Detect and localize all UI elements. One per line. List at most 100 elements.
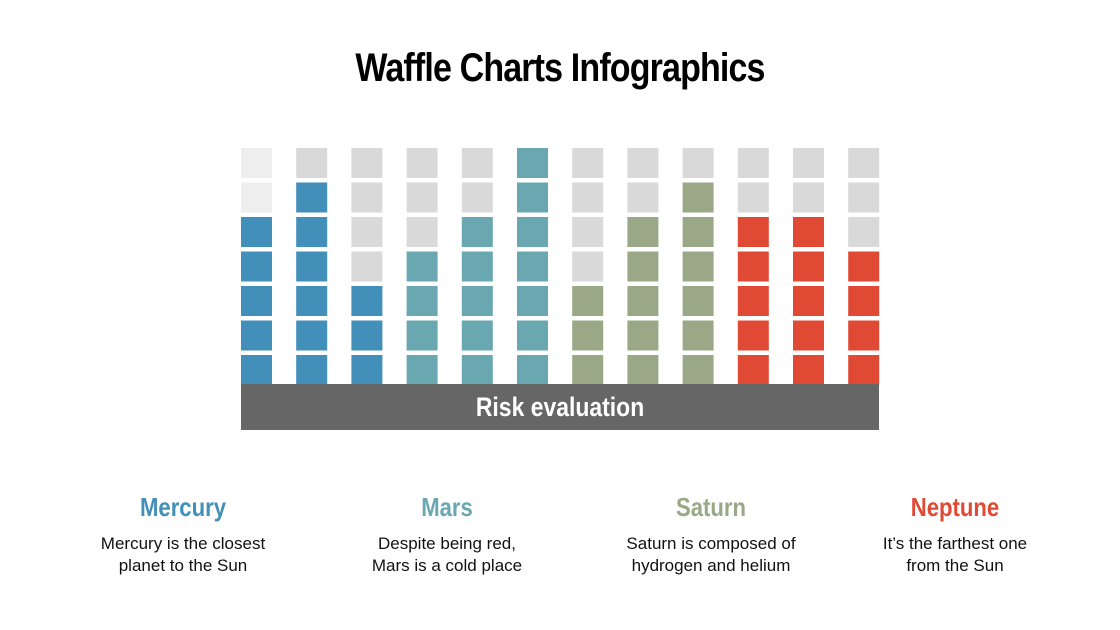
legend-text: Despite being red, Mars is a cold place <box>371 534 523 575</box>
waffle-cell-filled <box>296 251 328 282</box>
waffle-cell-empty <box>737 182 769 213</box>
waffle-cell-filled <box>682 320 714 351</box>
waffle-cell-empty <box>461 182 493 213</box>
waffle-cell-filled <box>296 182 328 213</box>
legend-title: Mercury <box>140 492 226 522</box>
waffle-cell-filled <box>737 320 769 351</box>
waffle-cell-filled <box>517 148 548 178</box>
waffle-cell-filled <box>517 182 548 213</box>
waffle-cell-filled <box>737 355 769 385</box>
waffle-cell-filled <box>296 320 328 351</box>
waffle-cell-empty <box>793 148 824 178</box>
waffle-cell-filled <box>848 320 880 351</box>
waffle-cell-empty <box>627 182 659 213</box>
waffle-cell-filled <box>627 320 659 351</box>
waffle-cell-filled <box>461 217 493 247</box>
waffle-cell-empty <box>793 182 824 213</box>
legend-mars: Mars Despite being red, Mars is a cold pl… <box>332 492 562 577</box>
waffle-cell-filled <box>682 182 714 213</box>
legend-title: Mars <box>421 492 473 522</box>
waffle-cell-filled <box>351 355 383 385</box>
legend-text: Saturn is composed of hydrogen and helium <box>626 534 796 575</box>
waffle-cell-empty <box>572 182 604 213</box>
waffle-cell-filled <box>848 286 880 316</box>
waffle-cell-empty <box>848 217 880 247</box>
waffle-cell-filled <box>241 251 272 282</box>
waffle-cell-empty <box>296 148 328 178</box>
waffle-cell-filled <box>572 355 604 385</box>
waffle-cell-filled <box>517 217 548 247</box>
waffle-cell-filled <box>241 217 272 247</box>
waffle-cell-filled <box>461 286 493 316</box>
waffle-cell-filled <box>627 251 659 282</box>
waffle-cell-empty <box>351 148 383 178</box>
waffle-cell-empty <box>572 251 604 282</box>
waffle-cell-empty <box>461 148 493 178</box>
waffle-cell-empty <box>241 148 272 178</box>
waffle-cell-filled <box>517 320 548 351</box>
waffle-cell-empty <box>241 182 272 213</box>
waffle-cell-filled <box>627 355 659 385</box>
waffle-cell-filled <box>406 320 438 351</box>
legend-title: Neptune <box>910 492 1000 522</box>
waffle-cell-empty <box>351 251 383 282</box>
legend-neptune: Neptune It’s the farthest one from the Su… <box>840 492 1070 577</box>
waffle-cell-empty <box>848 148 880 178</box>
waffle-cell-filled <box>406 355 438 385</box>
waffle-cell-filled <box>848 251 880 282</box>
waffle-cell-filled <box>461 320 493 351</box>
waffle-cell-empty <box>572 217 604 247</box>
waffle-cell-filled <box>517 355 548 385</box>
waffle-cell-filled <box>406 286 438 316</box>
waffle-cell-filled <box>241 355 272 385</box>
waffle-cell-filled <box>682 355 714 385</box>
waffle-chart <box>241 148 880 385</box>
waffle-cell-filled <box>241 286 272 316</box>
waffle-cell-filled <box>682 251 714 282</box>
waffle-cell-empty <box>406 217 438 247</box>
x-axis-label: Risk evaluation <box>475 392 645 422</box>
waffle-cell-filled <box>793 355 824 385</box>
waffle-cell-filled <box>461 251 493 282</box>
waffle-cell-filled <box>793 251 824 282</box>
waffle-cell-empty <box>351 182 383 213</box>
legend-saturn: Saturn Saturn is composed of hydrogen and… <box>596 492 826 577</box>
legend-text: Mercury is the closest planet to the Sun <box>100 534 266 575</box>
waffle-cell-filled <box>737 217 769 247</box>
waffle-cell-filled <box>517 251 548 282</box>
waffle-cell-empty <box>627 148 659 178</box>
waffle-cell-filled <box>793 320 824 351</box>
legend-mercury: Mercury Mercury is the closest planet to … <box>68 492 298 577</box>
waffle-cell-filled <box>296 355 328 385</box>
waffle-cell-filled <box>572 320 604 351</box>
waffle-cell-filled <box>793 217 824 247</box>
waffle-cell-filled <box>296 217 328 247</box>
legend-title: Saturn <box>676 492 746 522</box>
waffle-cell-filled <box>406 251 438 282</box>
waffle-cell-filled <box>737 286 769 316</box>
waffle-cell-empty <box>351 217 383 247</box>
waffle-cell-filled <box>572 286 604 316</box>
legend-text: It’s the farthest one from the Sun <box>882 534 1028 575</box>
waffle-cell-empty <box>737 148 769 178</box>
waffle-cell-empty <box>572 148 604 178</box>
waffle-cell-filled <box>793 286 824 316</box>
waffle-cell-filled <box>627 217 659 247</box>
waffle-cell-filled <box>351 320 383 351</box>
waffle-cell-filled <box>241 320 272 351</box>
waffle-cell-empty <box>848 182 880 213</box>
waffle-cell-filled <box>351 286 383 316</box>
waffle-cell-filled <box>461 355 493 385</box>
waffle-cell-filled <box>627 286 659 316</box>
page-title: Waffle Charts Infographics <box>355 46 765 90</box>
waffle-cell-filled <box>737 251 769 282</box>
waffle-cell-filled <box>682 217 714 247</box>
waffle-cell-filled <box>682 286 714 316</box>
x-axis-label-bar: Risk evaluation <box>241 384 879 430</box>
waffle-cell-filled <box>517 286 548 316</box>
waffle-cell-empty <box>682 148 714 178</box>
waffle-cell-filled <box>848 355 880 385</box>
waffle-cell-empty <box>406 182 438 213</box>
waffle-cell-empty <box>406 148 438 178</box>
waffle-cell-filled <box>296 286 328 316</box>
